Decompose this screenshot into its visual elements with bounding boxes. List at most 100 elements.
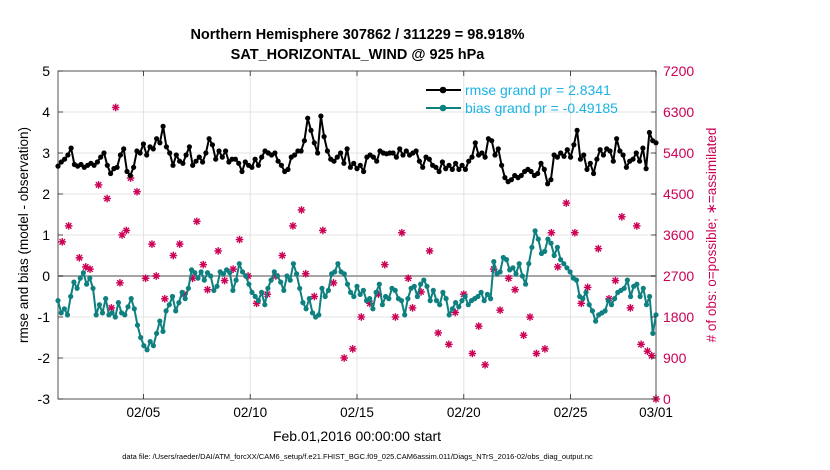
series-1-point — [373, 289, 379, 295]
series-0-point — [416, 158, 422, 164]
series-1-point — [284, 273, 290, 279]
series-1-point — [68, 293, 74, 300]
series-0-point — [433, 164, 439, 170]
series-0-point — [472, 140, 478, 146]
series-0-point — [614, 136, 620, 142]
series-1-point — [548, 240, 554, 246]
series-0-point — [157, 140, 163, 146]
series-1-point — [465, 302, 471, 308]
obs-point-stroke — [445, 341, 453, 348]
series-1-point — [605, 298, 611, 304]
series-1-point — [637, 293, 643, 300]
series-1-point — [379, 302, 385, 308]
series-1-point — [478, 289, 484, 295]
obs-point — [94, 181, 103, 189]
series-0-point — [594, 156, 600, 162]
series-0-point — [568, 154, 574, 160]
obs-point-stroke — [595, 245, 602, 252]
y-tick-label: 2 — [42, 186, 50, 202]
y-tick-label: 4 — [42, 104, 50, 120]
obs-point-stroke — [95, 181, 102, 189]
obs-point-stroke — [496, 306, 504, 314]
obs-point-stroke — [398, 229, 406, 236]
obs-point-stroke — [358, 313, 365, 321]
series-1-point — [303, 306, 309, 312]
series-1-point — [192, 270, 198, 276]
obs-point-stroke — [108, 304, 115, 312]
series-1-point — [558, 257, 564, 263]
series-1-point — [281, 287, 287, 293]
series-1-point — [262, 302, 268, 308]
series-1-point — [103, 296, 109, 302]
series-1-point — [125, 304, 131, 310]
series-0-point — [518, 172, 524, 179]
obs-point-stroke — [330, 279, 337, 287]
series-1-point — [370, 306, 376, 312]
y-right-tick-label: 5400 — [663, 145, 694, 161]
series-1-point — [475, 293, 481, 300]
series-0-point — [144, 152, 150, 158]
series-0-point — [495, 146, 501, 152]
series-1-point — [252, 293, 258, 300]
obs-point-stroke — [170, 252, 177, 259]
series-0-point — [646, 129, 653, 136]
y-axis-left-ticks: -3 -2 -1 0 1 2 3 4 5 — [38, 63, 63, 407]
obs-point-stroke — [405, 275, 412, 282]
series-0-point — [479, 150, 485, 156]
obs-point — [118, 231, 126, 239]
obs-point — [434, 329, 442, 337]
obs-point-stroke — [584, 284, 591, 291]
series-1-point — [173, 308, 179, 314]
series-0-point — [108, 170, 114, 177]
series-0-point — [393, 154, 399, 160]
series-1-point — [141, 343, 147, 349]
series-0-point — [413, 148, 419, 154]
obs-point-stroke — [434, 329, 442, 337]
series-1-point — [325, 287, 331, 293]
series-1-point — [612, 296, 618, 302]
series-0-point — [203, 150, 209, 156]
series-1-point — [421, 277, 427, 283]
obs-point — [301, 269, 310, 278]
series-1-point — [112, 314, 118, 320]
series-0-point — [338, 150, 344, 156]
series-1-point — [449, 306, 455, 312]
series-1-point — [274, 273, 281, 279]
series-1-point — [567, 269, 573, 275]
series-1-point — [319, 285, 325, 291]
series-1-point — [294, 271, 300, 277]
series-1-point — [354, 283, 360, 289]
series-1-point — [437, 302, 443, 308]
series-1-point — [90, 285, 96, 291]
obs-point-stroke — [481, 361, 489, 369]
series-0-point — [196, 154, 202, 160]
series-0-point — [91, 162, 97, 168]
obs-point-stroke — [153, 272, 160, 280]
series-0-point — [397, 146, 403, 152]
series-0-point — [272, 150, 278, 156]
y-right-tick-label: 1800 — [663, 309, 694, 325]
series-0-point — [101, 150, 107, 156]
series-0-point — [545, 181, 551, 187]
series-1-point — [593, 318, 599, 324]
obs-point-stroke — [199, 261, 207, 268]
series-1-point — [157, 318, 163, 324]
series-1-point — [332, 269, 338, 275]
series-0-point — [160, 123, 166, 129]
series-0-point — [439, 159, 445, 165]
obs-point — [398, 228, 406, 237]
series-1-point — [443, 296, 449, 302]
series-1-point — [227, 270, 233, 276]
series-0-point — [252, 156, 258, 162]
series-0-point — [554, 154, 561, 160]
legend-bias-marker — [439, 104, 447, 112]
obs-point — [199, 260, 208, 269]
series-1-point — [64, 312, 71, 318]
obs-point — [169, 251, 178, 260]
obs-point-stroke — [103, 195, 111, 202]
series-1-point — [418, 281, 424, 287]
series-1-point — [554, 244, 561, 250]
series-0-point — [558, 150, 564, 156]
series-0-point — [249, 164, 255, 170]
series-1-point — [513, 271, 519, 277]
